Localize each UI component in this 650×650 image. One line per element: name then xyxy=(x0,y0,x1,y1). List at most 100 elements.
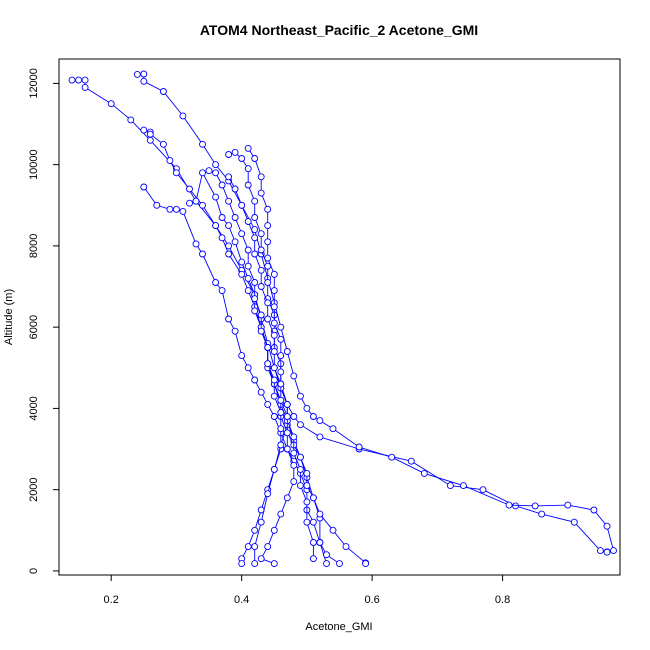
y-axis: 0 2000 4000 6000 8000 10000 12000 xyxy=(28,68,59,574)
data-point xyxy=(212,222,220,230)
y-tick-label: 10000 xyxy=(28,149,40,180)
data-point xyxy=(296,482,304,490)
data-point xyxy=(264,400,272,408)
data-point xyxy=(212,161,220,169)
data-point xyxy=(251,560,259,568)
data-point xyxy=(186,185,193,193)
data-point xyxy=(570,518,578,526)
data-point xyxy=(257,189,265,197)
data-point xyxy=(238,155,246,162)
data-point xyxy=(257,283,265,290)
data-point xyxy=(218,287,226,295)
data-point xyxy=(159,140,167,148)
data-point xyxy=(133,70,141,78)
data-point xyxy=(257,388,265,396)
data-point xyxy=(146,136,154,144)
data-point xyxy=(283,348,291,355)
data-point xyxy=(192,240,200,248)
data-point xyxy=(290,478,298,486)
data-point xyxy=(264,299,272,307)
data-point xyxy=(238,560,246,568)
data-point xyxy=(309,494,317,502)
data-point xyxy=(264,254,272,262)
data-point xyxy=(140,77,148,85)
data-point xyxy=(159,88,167,95)
data-point xyxy=(199,169,206,177)
data-point xyxy=(238,352,246,360)
data-point xyxy=(251,543,259,551)
data-point xyxy=(199,201,206,209)
data-point xyxy=(303,469,311,477)
data-point xyxy=(270,376,278,384)
chart-title: ATOM4 Northeast_Pacific_2 Acetone_GMI xyxy=(200,22,478,38)
data-point xyxy=(512,502,520,510)
data-point xyxy=(257,230,265,238)
data-point xyxy=(277,425,285,433)
data-point xyxy=(81,76,89,84)
data-point xyxy=(538,510,546,518)
data-point xyxy=(420,469,428,477)
data-point xyxy=(290,433,298,441)
data-point xyxy=(446,482,454,490)
x-tick-label: 0.4 xyxy=(234,594,249,606)
data-point xyxy=(218,181,226,189)
data-point xyxy=(290,449,298,457)
data-point xyxy=(257,518,265,526)
data-point xyxy=(257,327,265,335)
data-point xyxy=(205,167,213,175)
data-point xyxy=(270,364,278,372)
data-point xyxy=(296,453,304,461)
series-line xyxy=(137,73,614,551)
data-point xyxy=(225,197,233,205)
data-point xyxy=(610,547,617,555)
data-point xyxy=(244,246,252,254)
data-point xyxy=(264,315,272,323)
data-point xyxy=(309,539,317,546)
data-point xyxy=(146,130,154,138)
data-point xyxy=(277,380,285,388)
y-tick-label: 4000 xyxy=(28,396,40,420)
data-point xyxy=(603,522,611,530)
series-line xyxy=(72,79,608,553)
data-point xyxy=(140,70,148,78)
y-tick-label: 2000 xyxy=(28,477,40,501)
data-point xyxy=(296,465,304,473)
data-point xyxy=(407,457,415,465)
data-point xyxy=(277,441,285,449)
data-point xyxy=(329,526,337,534)
plot-series xyxy=(68,70,617,568)
data-point xyxy=(303,518,311,526)
data-point xyxy=(283,413,291,420)
data-point xyxy=(251,250,259,258)
data-point xyxy=(140,183,148,191)
data-point xyxy=(336,560,343,568)
data-point xyxy=(362,560,370,568)
data-point xyxy=(179,112,187,120)
data-point xyxy=(166,157,174,165)
data-point xyxy=(270,348,278,355)
data-point xyxy=(264,238,272,246)
data-point xyxy=(231,214,239,221)
data-point xyxy=(316,510,324,518)
data-point xyxy=(225,250,233,258)
data-point xyxy=(238,230,246,238)
data-point xyxy=(505,501,513,509)
series-1 xyxy=(68,76,611,556)
data-point xyxy=(283,400,291,408)
data-point xyxy=(257,173,265,181)
data-point xyxy=(186,199,193,207)
data-point xyxy=(244,262,252,270)
data-point xyxy=(199,140,206,148)
data-point xyxy=(225,151,233,158)
data-point xyxy=(603,548,611,556)
data-point xyxy=(212,169,220,177)
data-point xyxy=(244,144,252,152)
data-point xyxy=(212,279,220,286)
data-point xyxy=(264,543,272,551)
data-point xyxy=(257,246,265,254)
data-point xyxy=(199,250,206,258)
data-point xyxy=(277,409,285,416)
data-point xyxy=(270,392,278,400)
data-point xyxy=(172,205,180,213)
data-point xyxy=(244,543,252,551)
